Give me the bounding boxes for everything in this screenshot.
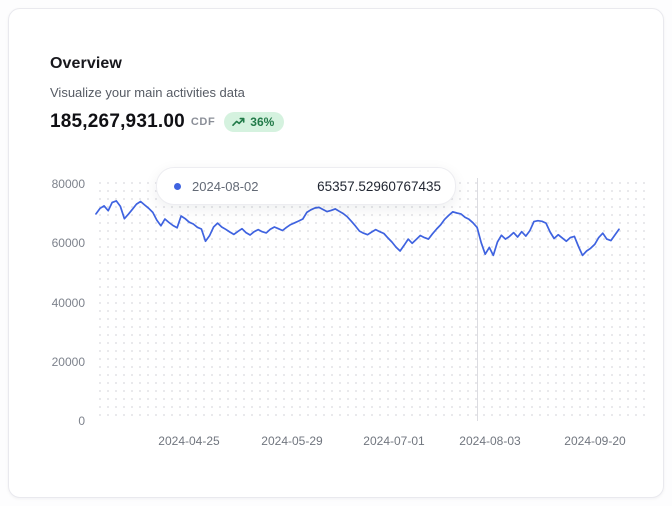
y-tick-label: 20000 [51, 354, 85, 369]
page-subtitle: Visualize your main activities data [50, 85, 245, 100]
x-tick-label: 2024-04-25 [158, 434, 220, 448]
x-tick-label: 2024-07-01 [363, 434, 425, 448]
x-axis: 2024-04-25 2024-05-29 2024-07-01 2024-08-03… [93, 429, 651, 448]
tooltip-date: 2024-08-02 [192, 178, 259, 194]
total-amount: 185,267,931.00 [50, 111, 185, 132]
trend-badge-label: 36% [250, 115, 275, 129]
tooltip-series-dot [174, 182, 181, 190]
y-axis: 80000 60000 40000 20000 0 [9, 176, 85, 428]
chart-plot-area[interactable] [93, 176, 651, 421]
amount-row: 185,267,931.00 CDF 36% [50, 111, 285, 133]
line-chart-svg [95, 200, 620, 257]
crosshair-line [477, 178, 478, 421]
trend-badge: 36% [224, 112, 285, 132]
line-series [95, 200, 620, 257]
y-tick-label: 60000 [51, 236, 85, 251]
overview-card: Overview Visualize your main activities … [8, 8, 664, 498]
page-title: Overview [50, 55, 122, 72]
currency-code: CDF [190, 116, 216, 128]
trending-up-icon [232, 117, 245, 128]
chart-tooltip: 2024-08-02 65357.52960767435 [156, 167, 456, 205]
tooltip-left: 2024-08-02 [174, 179, 259, 194]
x-tick-label: 2024-08-03 [459, 434, 521, 448]
y-tick-label: 0 [78, 414, 85, 428]
x-tick-label: 2024-05-29 [261, 434, 323, 448]
tooltip-value: 65357.52960767435 [317, 178, 441, 194]
y-tick-label: 40000 [51, 295, 85, 310]
x-tick-label: 2024-09-20 [564, 434, 626, 448]
y-tick-label: 80000 [51, 177, 85, 191]
